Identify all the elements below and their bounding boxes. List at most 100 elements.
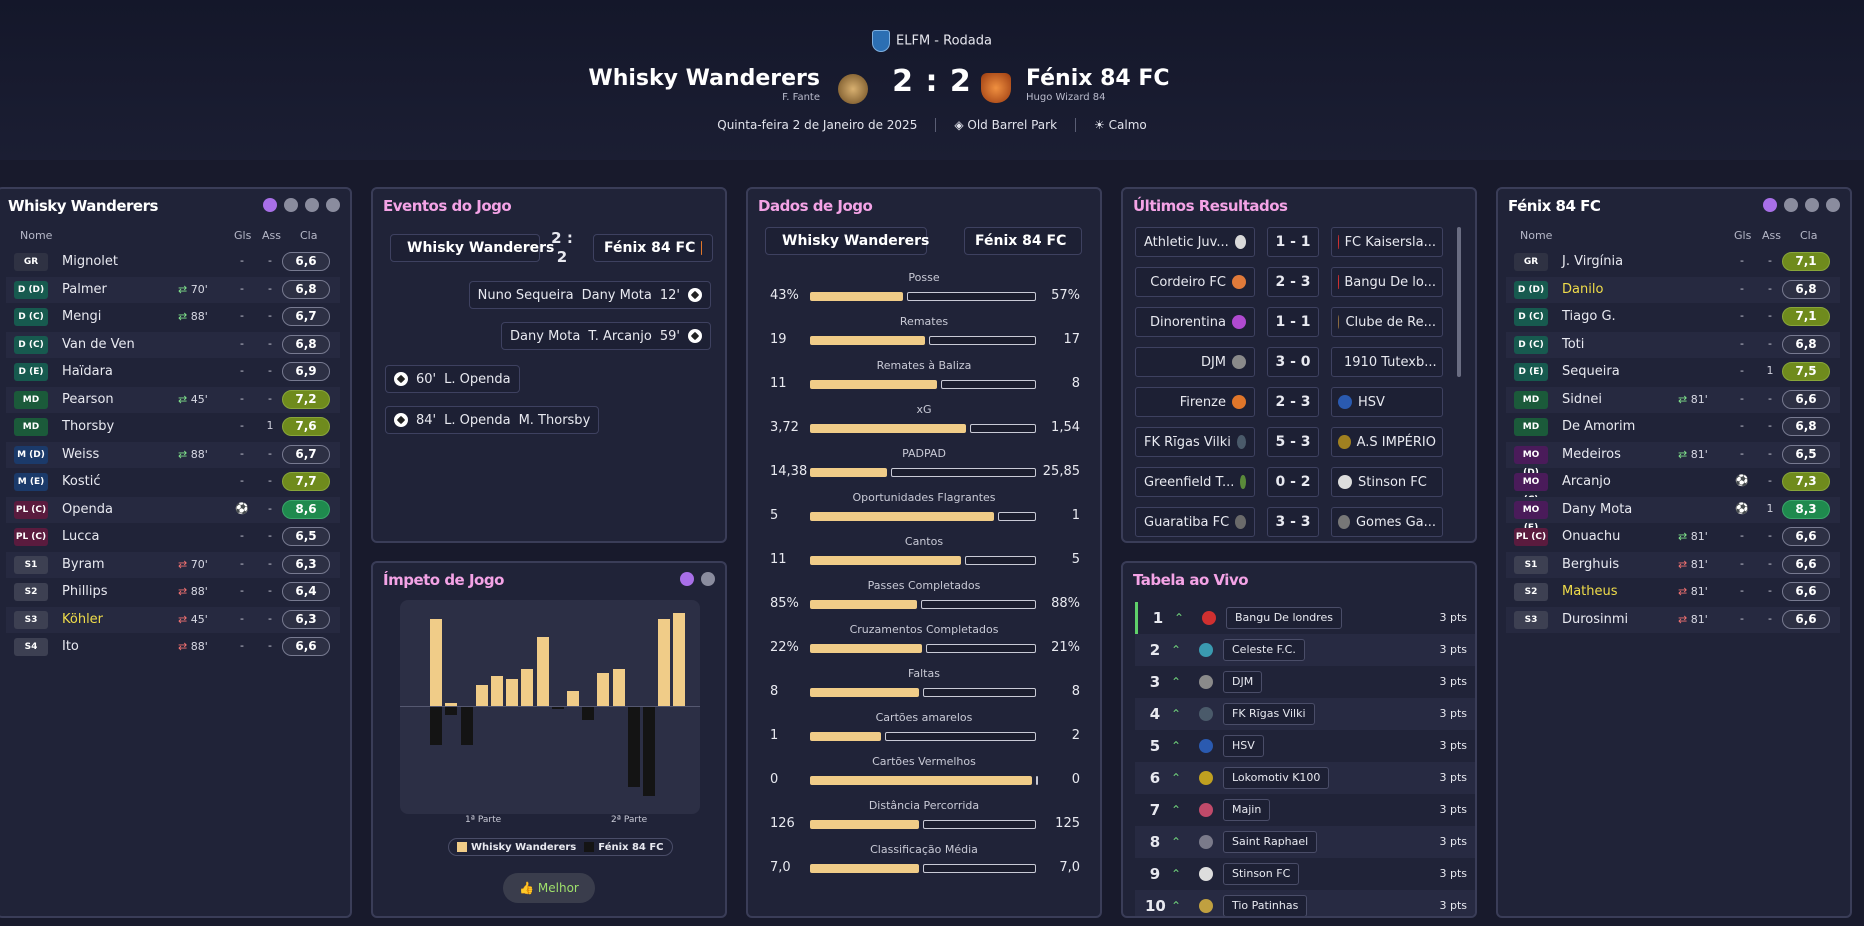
result-row[interactable]: Athletic Juv... 1 - 1 FC Kaiserslа... <box>1135 227 1443 257</box>
player-name[interactable]: Durosinmi <box>1562 611 1629 627</box>
player-row[interactable]: GR Mignolet - -6,6 <box>6 249 340 275</box>
player-name[interactable]: Köhler <box>62 611 104 627</box>
table-row[interactable]: 9 ⌃ Stinson FC 3 pts <box>1135 858 1475 890</box>
player-row[interactable]: MO (E) Dany Mota ⚽ 1 8,3 <box>1506 496 1840 533</box>
player-row[interactable]: S3 Köhler ⇄ 45' - -6,3 <box>6 606 340 633</box>
player-name[interactable]: Berghuis <box>1562 556 1620 572</box>
player-row[interactable]: PL (C) Openda ⚽ -8,6 <box>6 496 340 523</box>
scrollbar[interactable] <box>1457 227 1461 377</box>
player-name[interactable]: Weiss <box>62 446 100 462</box>
player-name[interactable]: Haïdara <box>62 364 113 379</box>
player-name[interactable]: Arcanjo <box>1562 474 1611 489</box>
player-row[interactable]: MO (C) Arcanjo ⚽ -7,3 <box>1506 469 1840 505</box>
player-row[interactable]: D (C) Mengi ⇄ 88' - -6,7 <box>6 304 340 330</box>
view-dot[interactable] <box>284 198 298 212</box>
view-dot[interactable] <box>680 572 694 586</box>
player-row[interactable]: MD De Amorim - -6,8 <box>1506 414 1840 440</box>
player-name[interactable]: Pearson <box>62 391 114 407</box>
player-row[interactable]: MO (D)Medeiros⇄ 81'--6,5 <box>1506 441 1840 478</box>
view-dots[interactable] <box>1763 198 1840 212</box>
home-team-name[interactable]: Whisky Wanderers <box>588 66 820 91</box>
table-row[interactable]: 1 ⌃ Bangu De londres 3 pts <box>1135 602 1475 634</box>
player-name[interactable]: Matheus <box>1562 584 1618 599</box>
player-name[interactable]: Palmer <box>62 281 107 297</box>
player-name[interactable]: Openda <box>62 501 113 517</box>
player-row[interactable]: MD Thorsby - 1 7,6 <box>6 414 340 440</box>
view-dot[interactable] <box>305 198 319 212</box>
table-row[interactable]: 4 ⌃ FK Rīgas Vilki 3 pts <box>1135 698 1475 730</box>
table-team-name[interactable]: Saint Raphael <box>1223 831 1318 853</box>
result-row[interactable]: Dinorentina 1 - 1 Clube de Re... <box>1135 307 1443 337</box>
result-row[interactable]: Firenze 2 - 3 HSV <box>1135 387 1443 417</box>
table-team-name[interactable]: Celeste F.C. <box>1223 639 1305 661</box>
table-row[interactable]: 7 ⌃ Majin 3 pts <box>1135 794 1475 826</box>
table-row[interactable]: 10 ⌃ Tio Patinhas 3 pts <box>1135 890 1475 916</box>
view-dots[interactable] <box>263 198 340 212</box>
player-name[interactable]: Kostić <box>62 474 101 489</box>
table-row[interactable]: 2 ⌃ Celeste F.C. 3 pts <box>1135 634 1475 666</box>
player-name[interactable]: De Amorim <box>1562 419 1636 434</box>
view-dot[interactable] <box>701 572 715 586</box>
table-team-name[interactable]: DJM <box>1223 671 1263 693</box>
player-row[interactable]: D (E) Sequeira - 1 7,5 <box>1506 359 1840 385</box>
player-name[interactable]: Sequeira <box>1562 364 1620 379</box>
table-team-name[interactable]: FK Rīgas Vilki <box>1223 703 1315 725</box>
player-row[interactable]: MD Pearson ⇄ 45' - -7,2 <box>6 386 340 413</box>
view-dot[interactable] <box>1805 198 1819 212</box>
player-row[interactable]: MD Sidnei ⇄ 81' - -6,6 <box>1506 386 1840 413</box>
best-button[interactable]: 👍 Melhor <box>503 873 595 903</box>
view-dots[interactable] <box>680 572 715 586</box>
player-row[interactable]: D (C) Tiago G. - -7,1 <box>1506 304 1840 330</box>
player-name[interactable]: Byram <box>62 556 105 572</box>
event-home[interactable]: 60' L. Openda <box>385 365 520 393</box>
view-dot[interactable] <box>326 198 340 212</box>
player-name[interactable]: Phillips <box>62 584 108 599</box>
result-row[interactable]: Greenfield T... 0 - 2 Stinson FC <box>1135 467 1443 497</box>
view-dot[interactable] <box>1784 198 1798 212</box>
player-name[interactable]: Dany Mota <box>1562 501 1633 517</box>
away-team-name[interactable]: Fénix 84 FC <box>1026 66 1170 91</box>
result-row[interactable]: FK Rīgas Vilki 5 - 3 A.S IMPÉRIO <box>1135 427 1443 457</box>
player-name[interactable]: Onuachu <box>1562 529 1621 544</box>
table-team-name[interactable]: HSV <box>1223 735 1264 757</box>
player-name[interactable]: Danilo <box>1562 281 1604 297</box>
events-away-team[interactable]: Fénix 84 FC <box>593 234 713 262</box>
player-row[interactable]: D (C) Toti - -6,8 <box>1506 331 1840 358</box>
player-name[interactable]: Ito <box>62 639 79 654</box>
table-row[interactable]: 8 ⌃ Saint Raphael 3 pts <box>1135 826 1475 858</box>
player-name[interactable]: Sidnei <box>1562 391 1602 407</box>
player-name[interactable]: Mignolet <box>62 254 118 269</box>
away-team[interactable]: Fénix 84 FC Hugo Wizard 84 <box>1026 66 1170 103</box>
view-dot[interactable] <box>263 198 277 212</box>
player-row[interactable]: D (E) Haïdara - -6,9 <box>6 359 340 385</box>
view-dot[interactable] <box>1763 198 1777 212</box>
player-name[interactable]: Lucca <box>62 529 100 544</box>
player-row[interactable]: S3 Durosinmi ⇄ 81' - -6,6 <box>1506 606 1840 633</box>
view-dot[interactable] <box>1826 198 1840 212</box>
table-row[interactable]: 3 ⌃ DJM 3 pts <box>1135 666 1475 698</box>
result-row[interactable]: Guaratiba FC 3 - 3 Gomes Ga... <box>1135 507 1443 537</box>
table-team-name[interactable]: Stinson FC <box>1223 863 1300 885</box>
player-row[interactable]: D (D) Danilo - -6,8 <box>1506 276 1840 303</box>
stats-away-team[interactable]: Fénix 84 FC <box>964 227 1082 255</box>
player-name[interactable]: Thorsby <box>62 419 115 434</box>
player-row[interactable]: S4 Ito ⇄ 88' - -6,6 <box>6 634 340 660</box>
player-row[interactable]: GR J. Virgínia - -7,1 <box>1506 249 1840 275</box>
player-row[interactable]: PL (C) Onuachu ⇄ 81' - -6,6 <box>1506 524 1840 550</box>
player-row[interactable]: S1 Berghuis ⇄ 81' - -6,6 <box>1506 551 1840 578</box>
result-row[interactable]: Cordeiro FC 2 - 3 Bangu De lo... <box>1135 267 1443 297</box>
player-row[interactable]: D (D) Palmer ⇄ 70' - -6,8 <box>6 276 340 303</box>
player-row[interactable]: PL (C) Lucca - -6,5 <box>6 524 340 550</box>
player-name[interactable]: Toti <box>1562 336 1585 352</box>
table-row[interactable]: 6 ⌃ Lokomotiv K100 3 pts <box>1135 762 1475 794</box>
result-row[interactable]: DJM 3 - 0 1910 Tutexb... <box>1135 347 1443 377</box>
player-row[interactable]: M (D) Weiss ⇄ 88' - -6,7 <box>6 441 340 468</box>
player-name[interactable]: J. Virgínia <box>1562 254 1624 269</box>
stats-home-team[interactable]: Whisky Wanderers <box>765 227 929 255</box>
table-row[interactable]: 5 ⌃ HSV 3 pts <box>1135 730 1475 762</box>
player-name[interactable]: Van de Ven <box>62 336 135 352</box>
home-team[interactable]: Whisky Wanderers F. Fante <box>588 66 820 103</box>
event-away[interactable]: Dany Mota T. Arcanjo 59' <box>501 322 711 350</box>
events-home-team[interactable]: Whisky Wanderers <box>390 234 554 262</box>
player-row[interactable]: S1 Byram ⇄ 70' - -6,3 <box>6 551 340 578</box>
